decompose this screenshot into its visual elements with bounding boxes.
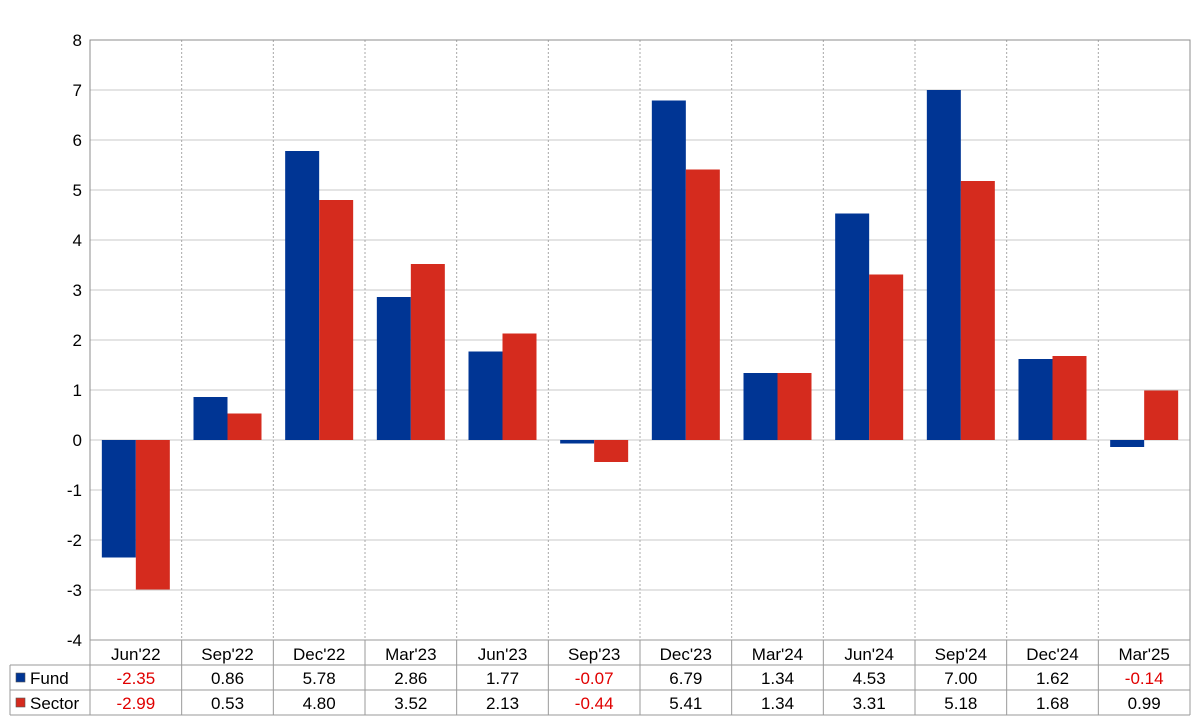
data-label-fund: 5.78 xyxy=(303,669,336,688)
data-label-fund: 1.77 xyxy=(486,669,519,688)
data-label-sector: 0.53 xyxy=(211,694,244,713)
bar-sector-8 xyxy=(869,274,904,440)
bar-sector-6 xyxy=(685,169,720,440)
data-label-fund: 1.34 xyxy=(761,669,794,688)
bar-sector-11 xyxy=(1144,390,1179,440)
y-tick-label: 6 xyxy=(73,131,82,150)
bar-fund-10 xyxy=(1018,359,1053,440)
data-label-sector: 0.99 xyxy=(1128,694,1161,713)
bar-fund-11 xyxy=(1110,440,1145,447)
x-tick-label: Mar'25 xyxy=(1118,645,1169,664)
bar-fund-6 xyxy=(651,100,686,440)
data-label-fund: 2.86 xyxy=(394,669,427,688)
bar-fund-3 xyxy=(376,297,411,440)
y-tick-label: 0 xyxy=(73,431,82,450)
data-table: Jun'22 Sep'22 Dec'22 Mar'23 Jun'23 Sep'23 Dec'… xyxy=(9,639,1191,716)
bar-sector-3 xyxy=(410,264,445,440)
bar-sector-4 xyxy=(502,333,537,440)
bar-fund-1 xyxy=(193,397,228,440)
data-label-sector: -0.44 xyxy=(575,694,614,713)
data-label-fund: 1.62 xyxy=(1036,669,1069,688)
y-tick-label: 1 xyxy=(73,381,82,400)
bar-fund-0 xyxy=(101,440,136,558)
x-tick-label: Jun'24 xyxy=(844,645,894,664)
bar-sector-9 xyxy=(960,181,995,440)
x-tick-label: Dec'24 xyxy=(1026,645,1078,664)
x-tick-label: Sep'24 xyxy=(935,645,987,664)
data-label-sector: 3.52 xyxy=(394,694,427,713)
legend-label-sector: Sector xyxy=(30,694,79,713)
data-label-fund: -0.07 xyxy=(575,669,614,688)
data-label-fund: 0.86 xyxy=(211,669,244,688)
x-tick-label: Dec'23 xyxy=(660,645,712,664)
grid-layer xyxy=(89,39,1191,641)
bar-fund-5 xyxy=(560,440,595,444)
x-tick-label: Sep'23 xyxy=(568,645,620,664)
data-label-sector: 4.80 xyxy=(303,694,336,713)
y-tick-label: -4 xyxy=(67,631,82,650)
y-tick-label: -2 xyxy=(67,531,82,550)
y-tick-label: -3 xyxy=(67,581,82,600)
data-label-sector: 3.31 xyxy=(853,694,886,713)
data-label-fund: 7.00 xyxy=(944,669,977,688)
x-tick-label: Jun'22 xyxy=(111,645,161,664)
bar-fund-4 xyxy=(468,351,503,440)
legend-swatch-fund xyxy=(15,672,26,683)
x-tick-label: Mar'23 xyxy=(385,645,436,664)
data-label-sector: 5.18 xyxy=(944,694,977,713)
x-tick-label: Sep'22 xyxy=(201,645,253,664)
bars-layer xyxy=(101,90,1179,590)
data-label-sector: 1.68 xyxy=(1036,694,1069,713)
bar-sector-7 xyxy=(777,373,812,440)
bar-fund-9 xyxy=(926,90,961,440)
bar-sector-1 xyxy=(227,413,262,440)
data-label-sector: 5.41 xyxy=(669,694,702,713)
data-label-fund: 4.53 xyxy=(853,669,886,688)
bar-sector-10 xyxy=(1052,356,1087,440)
y-tick-label: 8 xyxy=(73,31,82,50)
y-tick-label: 2 xyxy=(73,331,82,350)
bar-sector-2 xyxy=(319,200,354,440)
bar-sector-5 xyxy=(594,440,629,462)
bar-fund-2 xyxy=(285,151,320,440)
bar-fund-8 xyxy=(835,213,870,440)
y-axis: -4 -3 -2 -1 0 1 2 3 4 5 6 7 8 xyxy=(67,31,82,650)
data-label-sector: 1.34 xyxy=(761,694,794,713)
y-tick-label: -1 xyxy=(67,481,82,500)
y-tick-label: 5 xyxy=(73,181,82,200)
bar-sector-0 xyxy=(135,440,170,590)
x-tick-label: Jun'23 xyxy=(478,645,528,664)
data-label-fund: -0.14 xyxy=(1125,669,1164,688)
y-tick-label: 7 xyxy=(73,81,82,100)
legend-swatch-sector xyxy=(15,697,26,708)
data-label-fund: -2.35 xyxy=(116,669,155,688)
data-label-sector: -2.99 xyxy=(116,694,155,713)
x-tick-label: Mar'24 xyxy=(752,645,803,664)
data-label-fund: 6.79 xyxy=(669,669,702,688)
data-label-sector: 2.13 xyxy=(486,694,519,713)
bar-fund-7 xyxy=(743,373,778,440)
y-tick-label: 3 xyxy=(73,281,82,300)
x-tick-label: Dec'22 xyxy=(293,645,345,664)
y-tick-label: 4 xyxy=(73,231,82,250)
legend-label-fund: Fund xyxy=(30,669,69,688)
